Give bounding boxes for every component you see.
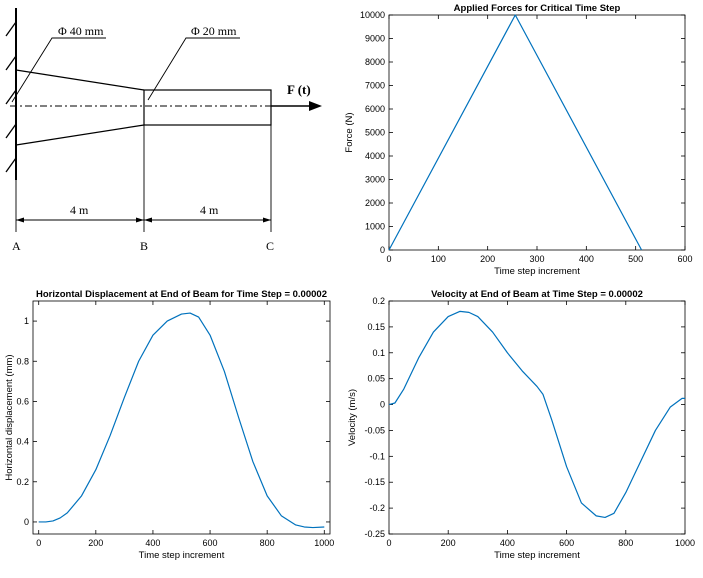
y-tick-label: 0.4 [16, 437, 29, 447]
chart-title: Applied Forces for Critical Time Step [454, 3, 621, 14]
x-tick-label: 200 [88, 538, 103, 548]
x-tick-label: 600 [559, 538, 574, 548]
len-bc-label: 4 m [200, 203, 219, 217]
dim-arrow-c [263, 217, 271, 223]
x-tick-label: 400 [500, 538, 515, 548]
x-tick-label: 0 [386, 538, 391, 548]
x-axis-label: Time step increment [494, 266, 580, 277]
taper-top-edge [15, 69, 145, 91]
y-tick-label: -0.05 [364, 425, 385, 435]
x-tick-label: 500 [628, 254, 643, 264]
point-b-label: B [140, 239, 148, 253]
x-tick-label: 300 [529, 254, 544, 264]
chart-title: Horizontal Displacement at End of Beam f… [36, 289, 327, 300]
y-axis-label: Horizontal displacement (mm) [4, 354, 15, 480]
plot-area [388, 14, 686, 251]
y-tick-label: 6000 [365, 104, 385, 114]
x-tick-label: 0 [36, 538, 41, 548]
plot-area [32, 300, 331, 535]
x-tick-label: 400 [145, 538, 160, 548]
y-tick-label: 5000 [365, 128, 385, 138]
beam-diagram: F (t) Φ 40 mm Φ 20 mm 4 m 4 m A B C [5, 8, 322, 253]
series-line-force [388, 14, 643, 251]
y-tick-label: -0.25 [364, 529, 385, 539]
y-tick-label: 0.6 [16, 396, 29, 406]
dim-right-leader [147, 37, 240, 101]
y-tick-label: 1000 [365, 222, 385, 232]
y-tick-label: 10000 [360, 10, 385, 20]
point-c-label: C [266, 239, 274, 253]
x-tick-label: 1000 [314, 538, 334, 548]
prismatic-section [143, 89, 272, 126]
y-tick-label: 8000 [365, 57, 385, 67]
x-tick-label: 800 [618, 538, 633, 548]
dim-arrow-b-right [144, 217, 152, 223]
force-arrow-head [309, 101, 322, 111]
y-tick-label: -0.2 [369, 503, 385, 513]
x-tick-label: 0 [386, 254, 391, 264]
y-tick-label: 4000 [365, 151, 385, 161]
x-tick-label: 100 [431, 254, 446, 264]
y-tick-label: 0.2 [16, 477, 29, 487]
y-tick-label: -0.15 [364, 477, 385, 487]
y-tick-label: 1 [24, 316, 29, 326]
dim-arrow-b-left [136, 217, 144, 223]
point-a-label: A [12, 239, 21, 253]
y-tick-label: 0.15 [367, 322, 385, 332]
x-axis-label: Time step increment [139, 550, 225, 561]
y-tick-label: -0.1 [369, 451, 385, 461]
y-tick-label: 0.05 [367, 374, 385, 384]
y-tick-label: 0 [24, 517, 29, 527]
dim-arrow-a [16, 217, 24, 223]
force-chart: 0 100 200 300 400 500 600010002000300040005000… [344, 3, 693, 277]
taper-bottom-edge [15, 124, 145, 146]
series-line-velocity [388, 310, 685, 519]
velocity-chart: 0 200 400 600 800 1000 -0.25 -0.2 -0.15 -0.1 -0.05… [347, 289, 695, 561]
y-tick-label: 0.8 [16, 356, 29, 366]
displacement-chart: 0 200 400 600 800 1000 0 0.2 0.4 0.6 0.8 1 Horizonta… [4, 289, 334, 561]
x-tick-label: 800 [260, 538, 275, 548]
x-tick-label: 600 [677, 254, 692, 264]
x-tick-label: 200 [480, 254, 495, 264]
len-ab-label: 4 m [70, 203, 89, 217]
y-axis-label: Velocity (m/s) [347, 389, 358, 446]
series-line-displacement [38, 312, 325, 529]
plot-area [388, 300, 686, 535]
y-tick-label: 2000 [365, 198, 385, 208]
y-tick-label: 0.2 [372, 296, 385, 306]
y-tick-label: 0 [380, 245, 385, 255]
chart-title: Velocity at End of Beam at Time Step = 0… [431, 289, 643, 300]
x-tick-label: 400 [579, 254, 594, 264]
dim-left-leader [11, 37, 106, 103]
y-tick-label: 0.1 [372, 348, 385, 358]
y-axis-label: Force (N) [344, 112, 355, 152]
x-axis-label: Time step increment [494, 550, 580, 561]
force-label: F (t) [287, 82, 311, 97]
x-tick-label: 600 [203, 538, 218, 548]
y-tick-label: 7000 [365, 81, 385, 91]
wall-hatch [5, 21, 17, 173]
x-tick-label: 200 [441, 538, 456, 548]
y-tick-label: 0 [380, 400, 385, 410]
dim-left-label: Φ 40 mm [58, 24, 104, 38]
y-tick-label: 3000 [365, 175, 385, 185]
x-tick-label: 1000 [675, 538, 695, 548]
y-tick-label: 9000 [365, 34, 385, 44]
dim-right-label: Φ 20 mm [191, 24, 237, 38]
